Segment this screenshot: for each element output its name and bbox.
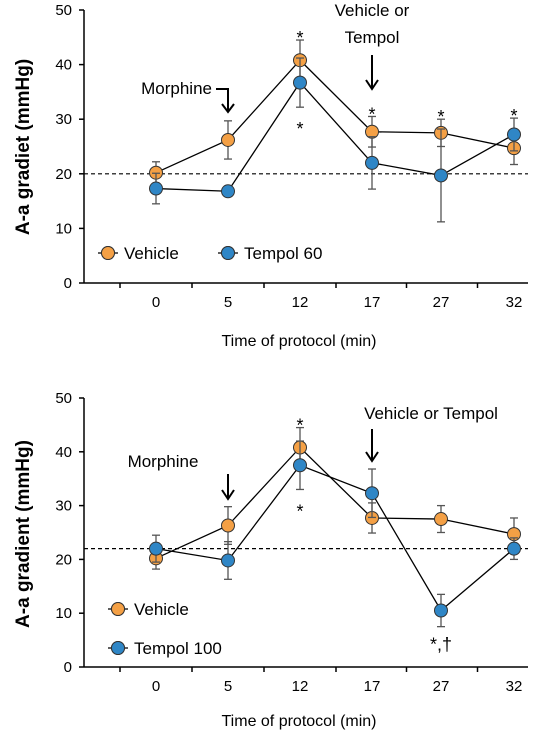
annotation-morphine: Morphine — [141, 79, 235, 114]
data-point — [221, 132, 235, 147]
series-vehicle — [149, 426, 521, 570]
x-tick-label: 0 — [152, 294, 160, 311]
series-tempol-100 — [149, 440, 521, 628]
legend-label: Tempol 100 — [134, 639, 222, 658]
data-point — [293, 75, 307, 90]
y-tick-label: 20 — [55, 551, 72, 568]
data-point — [149, 541, 163, 556]
significance-mark: * — [510, 106, 517, 126]
annotation-vehicle-or-tempol-arrowhead — [365, 451, 379, 463]
series-line — [155, 464, 515, 612]
annotation-vehicle-or-label: Vehicle or — [335, 1, 410, 20]
legend-label: Vehicle — [124, 244, 179, 263]
data-point — [221, 553, 235, 568]
annotation-morphine-arrow — [216, 88, 229, 111]
series-line — [155, 446, 515, 559]
y-tick-label: 50 — [55, 390, 72, 407]
significance-mark: * — [296, 501, 303, 521]
y-tick-label: 40 — [55, 444, 72, 461]
x-tick-label: 27 — [433, 294, 450, 311]
legend-marker — [221, 246, 235, 260]
annotation-vehicle-or-tempol: Vehicle or Tempol — [335, 1, 410, 91]
legend-label: Tempol 60 — [244, 244, 322, 263]
y-tick-label: 30 — [55, 498, 72, 515]
x-axis-title: Time of protocol (min) — [222, 713, 377, 730]
data-point — [507, 541, 521, 556]
legend-marker — [111, 641, 125, 655]
data-point — [149, 181, 163, 196]
y-tick-label: 40 — [55, 57, 72, 74]
x-tick-label: 17 — [364, 294, 381, 311]
significance-mark: * — [296, 28, 303, 48]
data-point — [293, 458, 307, 473]
data-point — [221, 518, 235, 533]
legend: Vehicle Tempol 60 — [98, 244, 322, 263]
legend-marker — [101, 246, 115, 260]
significance-mark: * — [368, 104, 375, 124]
x-tick-label: 32 — [506, 678, 523, 695]
y-tick-label: 20 — [55, 166, 72, 183]
annotation-vehicle-or-tempol-label: Vehicle or Tempol — [364, 404, 498, 423]
x-tick-label: 32 — [506, 294, 523, 311]
series-line — [155, 59, 515, 174]
y-tick-label: 10 — [55, 220, 72, 237]
significance-mark: * — [437, 107, 444, 127]
y-tick-label: 30 — [55, 111, 72, 128]
series-tempol-60 — [149, 57, 521, 223]
x-tick-label: 12 — [292, 678, 309, 695]
data-point — [221, 184, 235, 199]
x-tick-label: 5 — [224, 294, 232, 311]
series-line — [155, 81, 515, 192]
data-point — [365, 155, 379, 170]
annotation-morphine-arrowhead — [221, 489, 235, 501]
annotation-vehicle-or-tempol: Vehicle or Tempol — [364, 404, 498, 463]
x-tick-label: 12 — [292, 294, 309, 311]
annotation-morphine-arrowhead — [221, 103, 235, 114]
y-tick-label: 10 — [55, 605, 72, 622]
chart-panel-top: A-a gradiet (mmHg) Time of protocol (min… — [13, 1, 528, 350]
y-tick-label: 50 — [55, 2, 72, 19]
annotation-morphine-label: Morphine — [128, 452, 199, 471]
x-tick-label: 17 — [364, 678, 381, 695]
annotation-vehicle-or-tempol-arrowhead — [365, 79, 379, 91]
data-point — [507, 127, 521, 142]
y-axis-title: A-a gradient (mmHg) — [13, 440, 34, 628]
y-tick-label: 0 — [64, 659, 72, 676]
annotation-tempol-label: Tempol — [345, 28, 400, 47]
significance-mark: *,† — [430, 635, 452, 655]
x-tick-label: 0 — [152, 678, 160, 695]
x-axis-title: Time of protocol (min) — [222, 333, 377, 350]
x-tick-label: 5 — [224, 678, 232, 695]
x-tick-label: 27 — [433, 678, 450, 695]
annotation-morphine-label: Morphine — [141, 79, 212, 98]
data-point — [434, 512, 448, 527]
significance-mark: * — [296, 119, 303, 139]
legend-marker — [111, 602, 125, 616]
data-point — [365, 486, 379, 501]
legend: Vehicle Tempol 100 — [108, 600, 222, 658]
data-point — [434, 603, 448, 618]
y-axis-title: A-a gradiet (mmHg) — [13, 59, 34, 235]
chart-panel-bottom: A-a gradient (mmHg) Time of protocol (mi… — [13, 390, 528, 730]
data-point — [434, 168, 448, 183]
legend-label: Vehicle — [134, 600, 189, 619]
significance-mark: * — [296, 416, 303, 436]
annotation-morphine: Morphine — [128, 452, 235, 501]
y-tick-label: 0 — [64, 275, 72, 292]
series-vehicle — [149, 39, 521, 185]
